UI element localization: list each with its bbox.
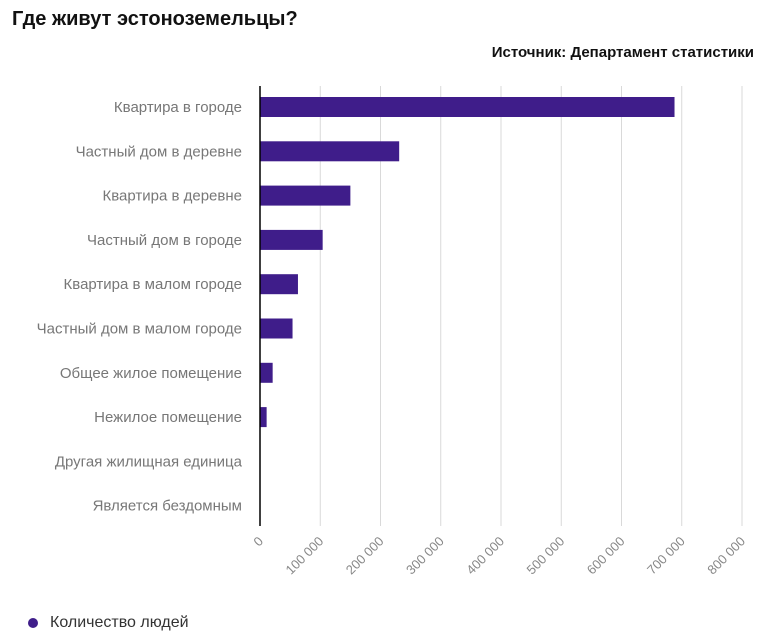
x-tick-label: 600 000	[584, 534, 628, 578]
bar-chart: Квартира в городе Частный дом в деревне Кв…	[37, 86, 748, 578]
category-label: Квартира в городе	[114, 99, 242, 116]
category-label: Частный дом в малом городе	[37, 321, 242, 338]
category-label: Квартира в малом городе	[64, 276, 242, 293]
bar	[260, 141, 400, 162]
x-tick-label: 400 000	[463, 534, 507, 578]
bar	[260, 185, 351, 206]
x-tick-label: 300 000	[403, 534, 447, 578]
bar	[260, 318, 293, 339]
category-label: Является бездомным	[93, 498, 242, 515]
category-label: Другая жилищная единица	[55, 453, 243, 470]
x-tick-label: 500 000	[524, 534, 568, 578]
chart-title: Где живут эстоноземельцы?	[12, 8, 298, 30]
category-label: Общее жилое помещение	[60, 365, 242, 382]
category-label: Частный дом в деревне	[76, 143, 242, 160]
x-tick-label: 0	[250, 534, 266, 550]
legend-marker	[28, 618, 38, 628]
x-tick-label: 700 000	[644, 534, 688, 578]
bar	[260, 407, 267, 428]
legend: Количество людей	[28, 614, 189, 632]
chart-source: Источник: Департамент статистики	[491, 44, 754, 61]
x-tick-label: 100 000	[283, 534, 327, 578]
bar	[260, 97, 675, 117]
category-label: Частный дом в городе	[87, 232, 242, 249]
bar	[260, 229, 323, 250]
x-tick-label: 200 000	[343, 534, 387, 578]
legend-label: Количество людей	[50, 614, 189, 631]
bar	[260, 362, 273, 383]
category-label: Квартира в деревне	[102, 188, 242, 205]
category-label: Нежилое помещение	[94, 409, 242, 426]
x-tick-label: 800 000	[704, 534, 748, 578]
bar	[260, 274, 298, 295]
